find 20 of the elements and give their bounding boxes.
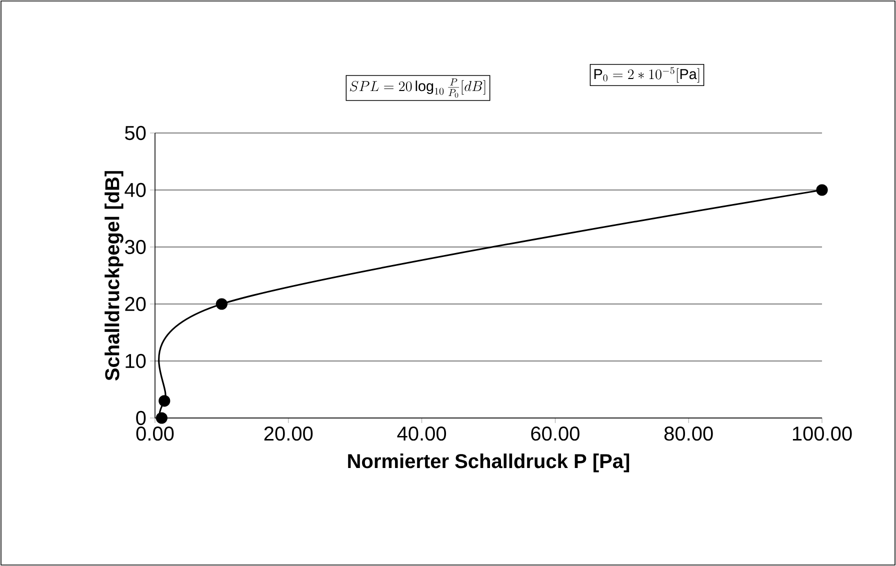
y-axis-title: Schalldruckpegel [dB]: [104, 171, 124, 380]
point: [216, 298, 228, 310]
y-tick-label: 10: [126, 354, 146, 368]
x-tick-label: 80.00: [664, 426, 713, 441]
y-tick-label: 0: [136, 410, 146, 426]
x-tick-label: 40.00: [397, 426, 446, 441]
x-tick-label: 60.00: [531, 426, 580, 441]
x-axis-title: Normierter Schalldruck P [Pa]: [348, 454, 630, 472]
y-tick-label: 20: [125, 296, 146, 312]
point: [156, 412, 168, 424]
x-tick-label: 100.00: [792, 426, 852, 441]
text: $\mathrm{P}_0 = 2*10^{-5}[\mathrm{Pa}]$: [594, 67, 700, 83]
point: [158, 395, 170, 407]
y-tick-label: 30: [124, 240, 146, 254]
x-tick-label: 20.00: [264, 426, 313, 441]
x-tick-label: 0.00: [136, 426, 174, 441]
y-tick-label: 50: [125, 126, 146, 140]
y-tick-label: 40: [124, 182, 146, 198]
text: $SPL = 20\log_{10}\frac{P}{P_0}[dB]$: [350, 78, 486, 98]
point: [816, 184, 828, 196]
